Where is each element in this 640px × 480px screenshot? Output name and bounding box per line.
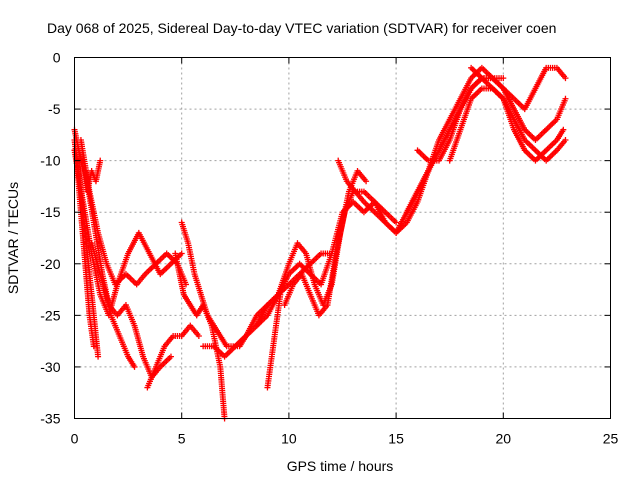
data-point [95, 353, 102, 360]
y-tick-label: -35 [40, 411, 60, 427]
series-track-17 [403, 75, 569, 216]
data-point [562, 137, 569, 144]
data-point [195, 332, 202, 339]
x-tick-label: 10 [281, 431, 297, 447]
chart-title: Day 068 of 2025, Sidereal Day-to-day VTE… [47, 20, 556, 36]
data-points [71, 64, 569, 422]
data-point [363, 178, 370, 185]
x-tick-label: 5 [178, 431, 186, 447]
data-point [393, 219, 400, 226]
data-point [131, 363, 138, 370]
x-tick-label: 25 [603, 431, 619, 447]
y-tick-label: -10 [40, 153, 60, 169]
series-track-20 [468, 64, 569, 113]
x-tick-label: 0 [71, 431, 79, 447]
x-tick-label: 15 [388, 431, 404, 447]
series-track-14 [264, 291, 284, 391]
series-track-19 [446, 85, 567, 164]
y-tick-label: 0 [53, 50, 61, 66]
y-tick-label: -25 [40, 307, 60, 323]
data-point [560, 126, 567, 133]
data-point [90, 343, 97, 350]
data-point [97, 157, 104, 164]
data-point [562, 75, 569, 82]
axis-ticks: 0 5 10 15 20 25 0 -5 -10 -15 -20 -25 -30 -35 [40, 50, 618, 447]
x-tick-label: 20 [496, 431, 512, 447]
y-tick-label: -20 [40, 256, 60, 272]
data-point [562, 95, 569, 102]
series-track-8 [144, 322, 202, 391]
y-axis-label: SDTVAR / TECUs [5, 182, 21, 294]
series-track-4 [73, 157, 97, 350]
data-point [277, 291, 284, 298]
series-track-5 [77, 137, 189, 288]
data-point [178, 250, 185, 257]
y-tick-label: -30 [40, 359, 60, 375]
series-track-6 [82, 167, 138, 370]
data-point [500, 75, 507, 82]
y-tick-label: -15 [40, 204, 60, 220]
x-axis-label: GPS time / hours [287, 458, 394, 474]
y-tick-label: -5 [48, 101, 61, 117]
data-point [167, 353, 174, 360]
plot-frame [74, 57, 611, 419]
